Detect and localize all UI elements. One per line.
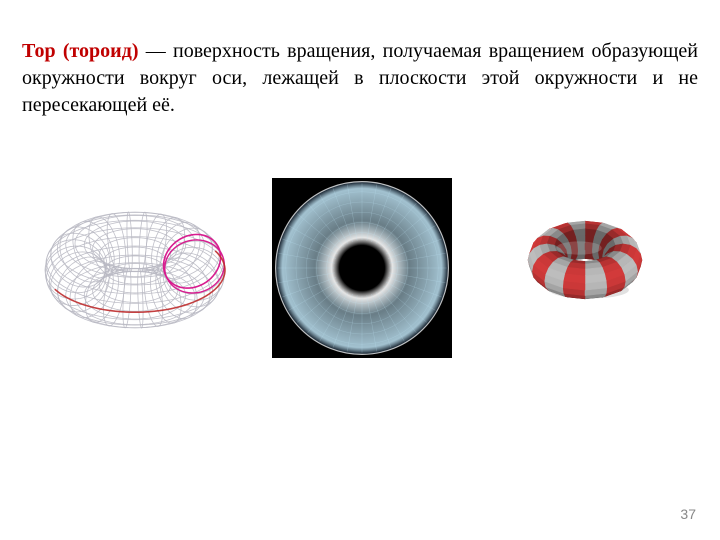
- figures-row: [0, 160, 720, 420]
- wireframe-torus-figure: [40, 160, 230, 370]
- slide: Тор (тороид) — поверхность вращения, пол…: [0, 0, 720, 540]
- striped-torus-figure: [520, 212, 650, 300]
- glow-torus-figure: [272, 178, 452, 358]
- term-text: Тор (тороид): [22, 40, 138, 62]
- definition-paragraph: Тор (тороид) — поверхность вращения, пол…: [22, 38, 698, 119]
- page-number: 37: [680, 506, 696, 522]
